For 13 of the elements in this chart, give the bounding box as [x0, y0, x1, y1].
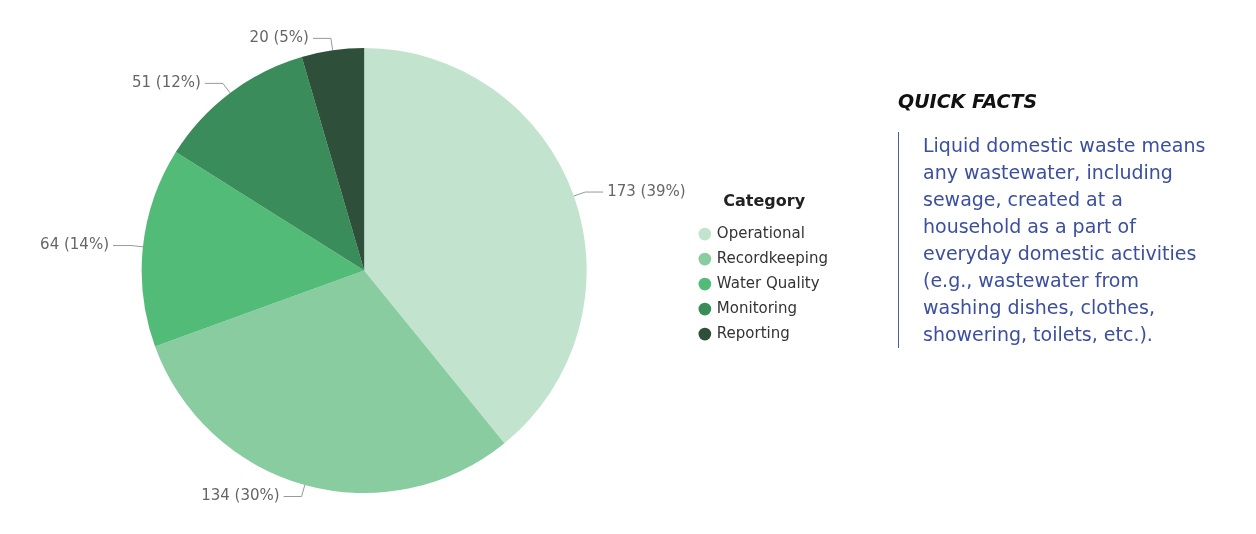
data-label: 134 (30%): [201, 486, 280, 505]
legend-label: Monitoring: [716, 298, 798, 317]
text: QUICK FACTS: [898, 90, 1039, 112]
legend-label: Recordkeeping: [716, 248, 828, 267]
data-label: 51 (12%): [131, 73, 201, 92]
legend-label: Operational: [716, 223, 805, 242]
legend-label: Water Quality: [716, 273, 820, 292]
data-label: 20 (5%): [249, 28, 309, 47]
text: Liquid domestic waste means any wastewater, including sewage, created at a household as a part of everyday domestic activities (e.g., wastewater from washing dishes, clothes, showering, toilets, etc.).: [923, 133, 1207, 347]
data-label: 64 (14%): [40, 235, 110, 254]
legend-title: Category: [723, 190, 806, 210]
data-label: 173 (39%): [607, 181, 686, 200]
legend-label: Reporting: [716, 323, 790, 342]
